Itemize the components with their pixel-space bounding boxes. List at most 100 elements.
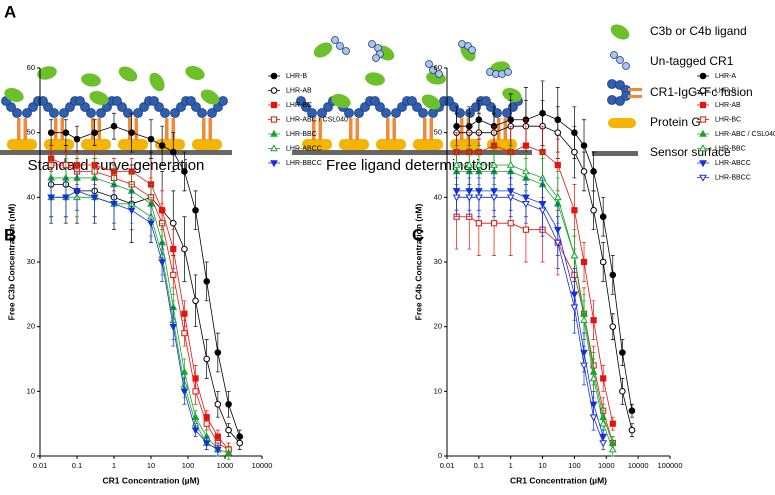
marker [506, 160, 515, 168]
legend-label: LHR-ABC / CSL040 [715, 131, 775, 138]
cr1-bead [38, 96, 48, 106]
fc [429, 118, 433, 140]
marker [628, 426, 636, 434]
fc [423, 118, 427, 140]
cr1-bead [160, 108, 170, 118]
cr1-bead [607, 95, 617, 105]
fc [17, 118, 21, 140]
marker [452, 194, 461, 202]
protein-g [413, 139, 443, 150]
cr1-bead [149, 96, 159, 106]
marker [475, 220, 482, 227]
marker [47, 194, 55, 202]
y-tick-label: 20 [27, 322, 35, 331]
marker [475, 160, 483, 168]
cr1-bead [429, 66, 437, 74]
cr1-bead [96, 108, 106, 118]
fc [318, 118, 322, 140]
marker [609, 271, 617, 279]
ligand [502, 87, 522, 103]
marker [580, 315, 588, 323]
marker [506, 194, 515, 202]
marker [91, 129, 98, 136]
marker [452, 160, 461, 168]
x-tick-label: 1 [509, 461, 513, 470]
marker [522, 142, 530, 149]
protein-g [376, 139, 406, 150]
fc [97, 118, 101, 140]
fc [503, 118, 507, 140]
y-tick-label: 50 [434, 128, 442, 137]
protein-g [192, 139, 222, 150]
cr1-bead [425, 60, 433, 68]
cr1-bead [22, 108, 32, 118]
ligand [37, 66, 57, 80]
marker [699, 174, 707, 182]
marker [590, 317, 597, 324]
marker [158, 259, 166, 267]
y-tick-label: 0 [31, 451, 35, 460]
cr1-bead [354, 108, 364, 118]
marker [522, 226, 530, 233]
marker [203, 420, 210, 427]
legend-label: LHR-BBCC [286, 160, 322, 167]
marker [619, 388, 626, 395]
legend-text: Un-tagged CR1 [650, 54, 734, 68]
x-tick-label: 10 [147, 461, 155, 470]
fit-line [50, 158, 229, 450]
fc [165, 118, 169, 140]
marker [62, 194, 70, 202]
marker [699, 116, 707, 123]
legend-label: LHR-BC [286, 102, 312, 109]
legend-label: LHR-ABCC [286, 145, 322, 152]
cr1-bead [368, 40, 376, 48]
marker [571, 207, 578, 214]
marker [170, 271, 177, 279]
fc [497, 118, 501, 140]
marker [270, 116, 278, 123]
cr1-bead [502, 108, 512, 118]
marker [192, 206, 199, 214]
marker [599, 258, 607, 266]
cr1-bead [481, 96, 491, 106]
y-tick-label: 60 [434, 63, 442, 72]
marker [192, 297, 199, 305]
ligand [185, 65, 205, 81]
marker [270, 72, 278, 80]
marker [580, 168, 588, 175]
fc [628, 95, 642, 98]
ligand [313, 42, 333, 58]
cr1-bead [372, 54, 380, 62]
marker [169, 323, 178, 331]
legend-text: C3b or C4b ligand [650, 24, 747, 38]
legend-label: LHR-BBC [715, 145, 746, 152]
legend-label: LHR-BBCC [715, 174, 751, 181]
marker [553, 193, 562, 201]
protein-g [608, 118, 636, 128]
marker [73, 188, 81, 196]
marker [465, 160, 474, 168]
marker [73, 135, 81, 143]
marker [538, 207, 547, 215]
fc [171, 118, 175, 140]
ligand [610, 24, 630, 40]
cr1-bead [610, 51, 618, 59]
cr1-bead [370, 96, 380, 106]
cr1-bead [207, 108, 217, 118]
marker [619, 349, 626, 356]
marker [147, 135, 155, 143]
sensor [292, 150, 532, 155]
marker [490, 220, 498, 227]
marker [590, 206, 597, 214]
marker [599, 419, 608, 427]
fc [54, 118, 58, 140]
marker [181, 310, 188, 317]
chart: 0 10 20 30 40 50 60 0.01 0.1 1 10 100 1000 10000 10000… [413, 63, 775, 485]
marker [236, 439, 244, 447]
cr1-bead [296, 96, 306, 106]
x-tick-label: 100 [182, 461, 195, 470]
cr1-bead [59, 108, 69, 118]
marker [589, 374, 598, 382]
cr1-bead [218, 96, 228, 106]
